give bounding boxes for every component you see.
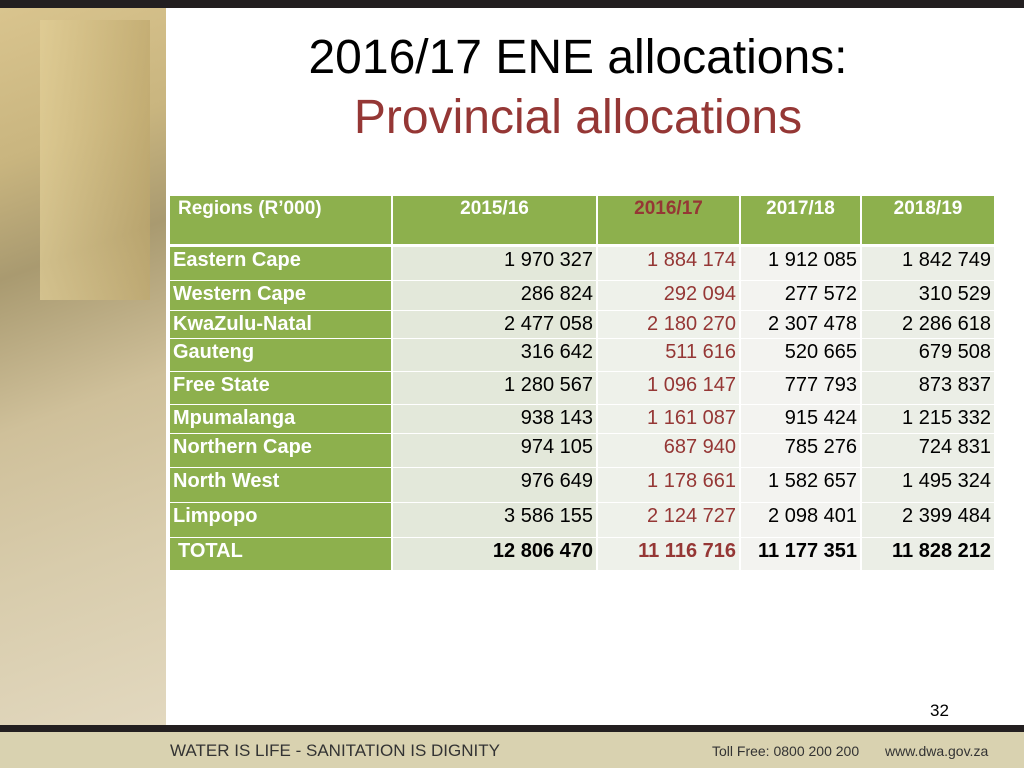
footer-slogan: WATER IS LIFE - SANITATION IS DIGNITY: [170, 741, 500, 760]
value-cell: 1 884 174: [598, 247, 739, 280]
value-cell: 1 096 147: [598, 372, 739, 404]
region-cell: North West: [170, 468, 391, 502]
value-cell: 724 831: [862, 434, 994, 467]
column-header: 2016/17: [598, 196, 739, 244]
region-cell: Eastern Cape: [170, 247, 391, 280]
value-cell: 915 424: [741, 405, 860, 433]
region-cell: Mpumalanga: [170, 405, 391, 433]
value-cell: 687 940: [598, 434, 739, 467]
value-cell: 286 824: [393, 281, 596, 310]
value-cell: 679 508: [862, 339, 994, 371]
value-cell: 1 280 567: [393, 372, 596, 404]
value-cell: 1 842 749: [862, 247, 994, 280]
value-cell: 1 161 087: [598, 405, 739, 433]
region-cell: Limpopo: [170, 503, 391, 537]
value-cell: 12 806 470: [393, 538, 596, 570]
region-cell: Northern Cape: [170, 434, 391, 467]
region-cell: TOTAL: [170, 538, 391, 570]
value-cell: 873 837: [862, 372, 994, 404]
column-header: Regions (R’000): [170, 196, 391, 244]
value-cell: 11 828 212: [862, 538, 994, 570]
value-cell: 976 649: [393, 468, 596, 502]
value-cell: 3 586 155: [393, 503, 596, 537]
value-cell: 2 098 401: [741, 503, 860, 537]
value-cell: 11 116 716: [598, 538, 739, 570]
value-cell: 2 180 270: [598, 311, 739, 338]
value-cell: 1 495 324: [862, 468, 994, 502]
value-cell: 1 178 661: [598, 468, 739, 502]
value-cell: 1 970 327: [393, 247, 596, 280]
column-header: 2017/18: [741, 196, 860, 244]
value-cell: 310 529: [862, 281, 994, 310]
value-cell: 1 912 085: [741, 247, 860, 280]
column-header: 2018/19: [862, 196, 994, 244]
footer-website: www.dwa.gov.za: [885, 743, 989, 759]
footer: [0, 732, 1024, 768]
value-cell: 11 177 351: [741, 538, 860, 570]
value-cell: 277 572: [741, 281, 860, 310]
region-cell: Free State: [170, 372, 391, 404]
footer-toll-free: Toll Free: 0800 200 200: [712, 743, 860, 759]
value-cell: 511 616: [598, 339, 739, 371]
value-cell: 974 105: [393, 434, 596, 467]
value-cell: 2 477 058: [393, 311, 596, 338]
value-cell: 2 307 478: [741, 311, 860, 338]
value-cell: 2 399 484: [862, 503, 994, 537]
title: 2016/17 ENE allocations:: [308, 31, 848, 84]
value-cell: 1 582 657: [741, 468, 860, 502]
value-cell: 785 276: [741, 434, 860, 467]
value-cell: 777 793: [741, 372, 860, 404]
region-cell: KwaZulu-Natal: [170, 311, 391, 338]
side-image-block: [40, 20, 150, 300]
value-cell: 292 094: [598, 281, 739, 310]
value-cell: 2 124 727: [598, 503, 739, 537]
value-cell: 938 143: [393, 405, 596, 433]
value-cell: 1 215 332: [862, 405, 994, 433]
column-header: 2015/16: [393, 196, 596, 244]
value-cell: 2 286 618: [862, 311, 994, 338]
region-cell: Gauteng: [170, 339, 391, 371]
footer-bar: [0, 725, 1024, 732]
value-cell: 520 665: [741, 339, 860, 371]
subtitle: Provincial allocations: [353, 91, 803, 144]
top-bar: [0, 0, 1024, 8]
value-cell: 316 642: [393, 339, 596, 371]
region-cell: Western Cape: [170, 281, 391, 310]
page-number: 32: [930, 701, 949, 720]
